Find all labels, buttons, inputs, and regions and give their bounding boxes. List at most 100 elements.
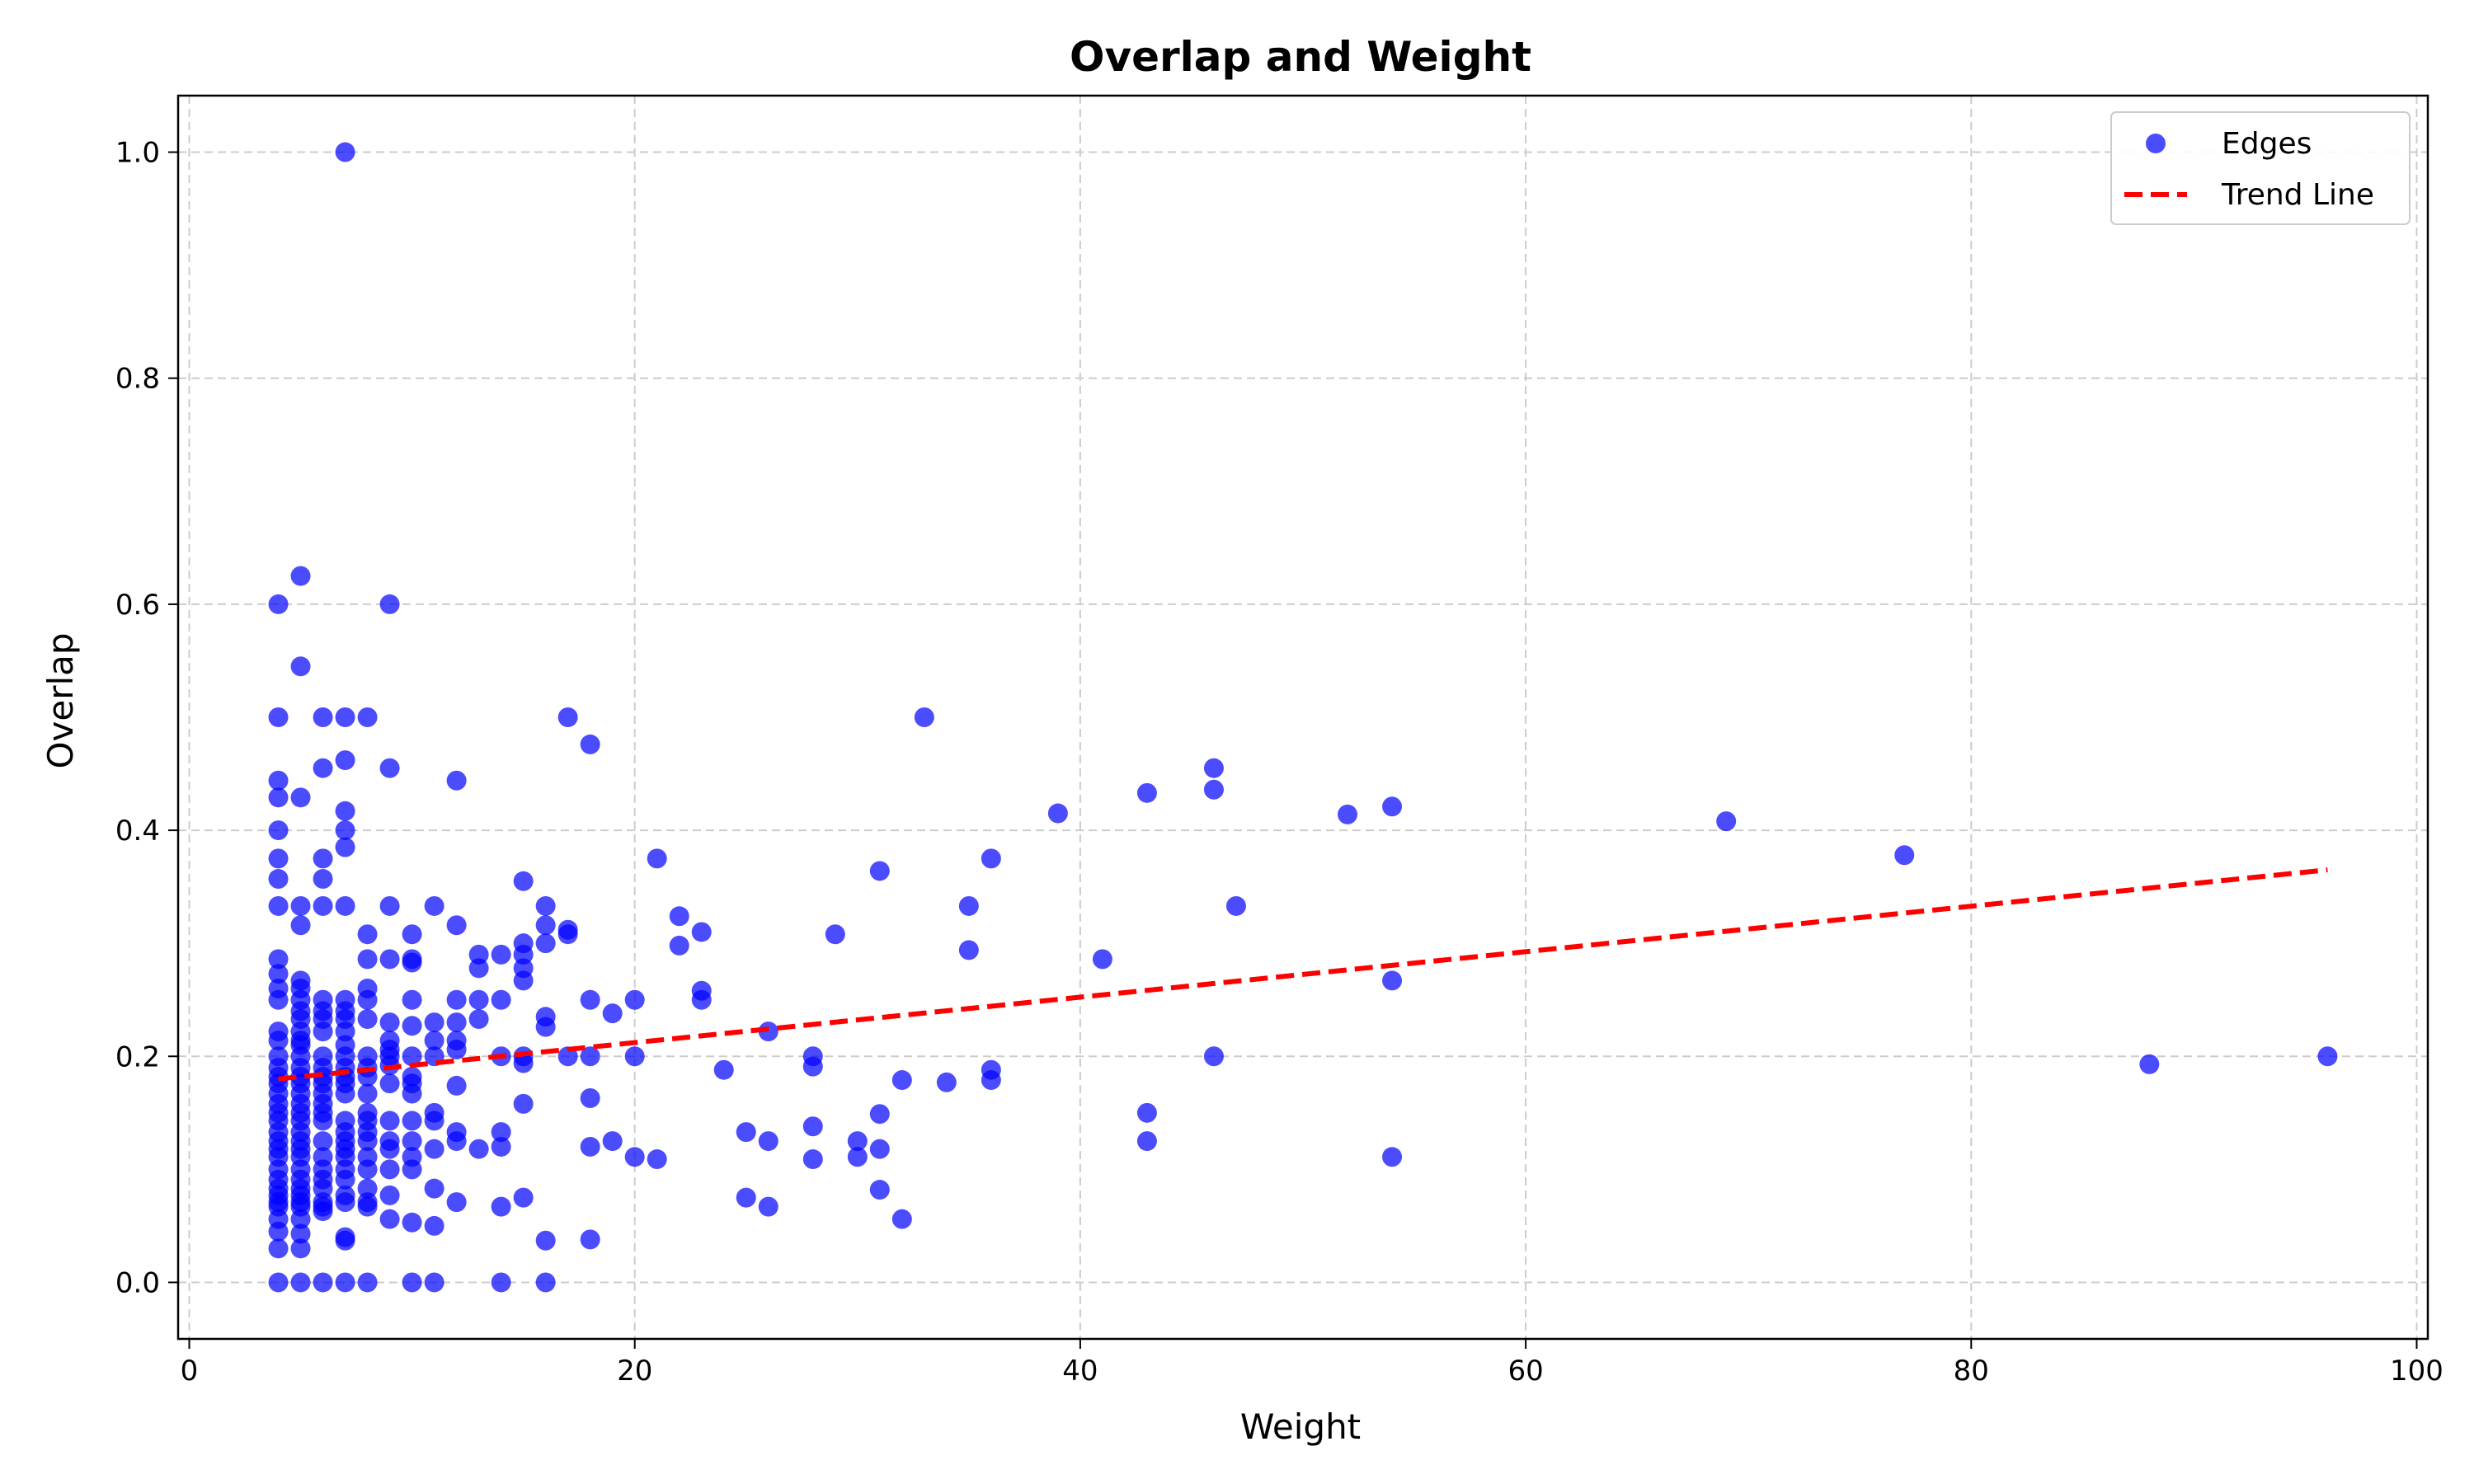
data-point <box>624 1147 645 1167</box>
data-point <box>379 1012 400 1033</box>
data-point <box>268 848 289 869</box>
data-point <box>869 1104 890 1125</box>
data-point <box>290 1209 311 1229</box>
data-point <box>424 1031 444 1051</box>
data-point <box>580 989 600 1010</box>
data-point <box>268 770 289 791</box>
data-point <box>446 989 467 1010</box>
data-point <box>313 1021 333 1042</box>
data-point <box>1136 1102 1157 1123</box>
data-point <box>357 1131 378 1152</box>
data-point <box>402 924 422 945</box>
data-point <box>825 924 845 945</box>
plot-frame <box>176 94 2429 1341</box>
data-point <box>424 1178 444 1199</box>
data-point <box>491 944 511 965</box>
y-tick-label: 0.8 <box>115 363 160 396</box>
data-point <box>847 1147 868 1167</box>
data-point <box>268 989 289 1010</box>
data-point <box>357 707 378 727</box>
data-point <box>313 1272 333 1293</box>
data-point <box>513 871 534 891</box>
data-point <box>1382 970 1403 991</box>
x-tick-label: 20 <box>617 1355 652 1388</box>
y-tick-label: 0.4 <box>115 815 160 848</box>
data-point <box>869 1139 890 1159</box>
data-point <box>602 1003 623 1024</box>
data-point <box>313 1131 333 1152</box>
data-point <box>268 895 289 916</box>
data-point <box>290 1223 311 1244</box>
data-point <box>802 1116 823 1137</box>
data-point <box>491 989 511 1010</box>
data-point <box>357 989 378 1010</box>
chart-title: Overlap and Weight <box>1070 33 1531 81</box>
data-point <box>468 1009 489 1030</box>
data-point <box>624 989 645 1010</box>
data-point <box>313 1178 333 1199</box>
data-point <box>335 820 355 841</box>
y-axis-title: Overlap <box>40 632 81 768</box>
data-point <box>580 1229 600 1250</box>
data-point <box>402 1111 422 1131</box>
data-point <box>313 848 333 869</box>
trend-line <box>278 867 2328 1082</box>
edges-points <box>268 142 2338 1293</box>
legend: Edges Trend Line <box>2110 111 2411 225</box>
data-point <box>758 1196 778 1217</box>
data-point <box>446 1012 467 1033</box>
data-point <box>535 1017 556 1037</box>
data-point <box>1382 1147 1403 1167</box>
legend-label-edges: Edges <box>2222 127 2312 161</box>
data-point <box>1894 845 1915 866</box>
data-point <box>313 1201 333 1222</box>
data-point <box>379 1159 400 1180</box>
data-point <box>402 1046 422 1067</box>
x-tick-label: 80 <box>1954 1355 1989 1388</box>
data-point <box>402 952 422 973</box>
data-point <box>513 1053 534 1073</box>
data-point <box>268 1238 289 1259</box>
data-point <box>290 1238 311 1259</box>
data-point <box>402 1083 422 1104</box>
data-point <box>379 1073 400 1094</box>
data-point <box>357 1083 378 1104</box>
data-point <box>335 1083 355 1104</box>
data-point <box>335 1169 355 1190</box>
data-point <box>424 1139 444 1159</box>
legend-marker-edges <box>2146 134 2166 153</box>
data-point <box>379 949 400 970</box>
data-point <box>491 1272 511 1293</box>
data-point <box>268 869 289 890</box>
data-point <box>268 949 289 970</box>
data-point <box>1225 895 1246 916</box>
data-point <box>402 1272 422 1293</box>
y-tick-label: 0.2 <box>115 1040 160 1073</box>
data-point <box>335 1230 355 1251</box>
data-point <box>357 1196 378 1217</box>
data-point <box>958 895 979 916</box>
data-point <box>1338 804 1358 824</box>
data-point <box>914 707 934 727</box>
data-point <box>513 1187 534 1208</box>
data-point <box>268 1272 289 1293</box>
data-point <box>379 895 400 916</box>
data-point <box>268 1031 289 1051</box>
data-point <box>290 895 311 916</box>
data-point <box>379 1139 400 1159</box>
data-point <box>379 1209 400 1229</box>
data-point <box>424 895 444 916</box>
data-point <box>669 906 689 927</box>
data-point <box>268 707 289 727</box>
data-point <box>891 1070 912 1091</box>
data-point <box>268 1221 289 1242</box>
data-point <box>491 1122 511 1143</box>
data-point <box>335 1272 355 1293</box>
data-point <box>647 848 667 869</box>
data-point <box>669 935 689 956</box>
data-point <box>847 1131 868 1152</box>
data-point <box>513 970 534 991</box>
data-point <box>357 924 378 945</box>
